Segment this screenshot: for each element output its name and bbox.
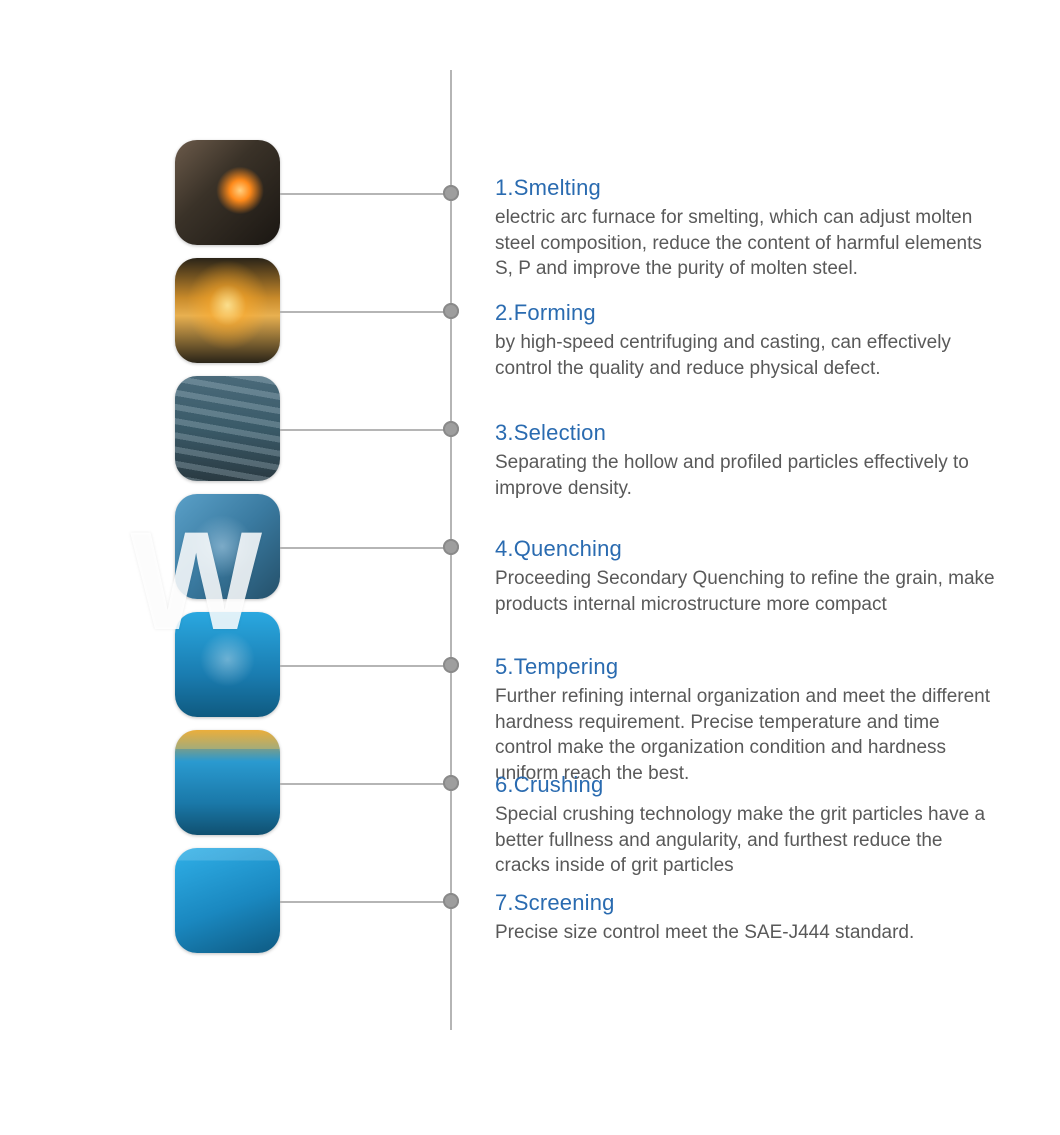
step-thumbnail-crushing bbox=[175, 730, 280, 835]
step-thumbnail-forming bbox=[175, 258, 280, 363]
step-title: 5.Tempering bbox=[495, 654, 995, 680]
thumbnail-overlay bbox=[175, 376, 280, 481]
step-thumbnail-quenching bbox=[175, 494, 280, 599]
thumbnail-overlay bbox=[175, 494, 280, 599]
step-connector bbox=[280, 783, 450, 785]
thumbnail-overlay bbox=[175, 612, 280, 717]
step-text: 1.Smelting electric arc furnace for smel… bbox=[495, 175, 995, 282]
step-description: Proceeding Secondary Quenching to refine… bbox=[495, 566, 995, 617]
step-title: 4.Quenching bbox=[495, 536, 995, 562]
step-text: 3.Selection Separating the hollow and pr… bbox=[495, 420, 995, 501]
step-text: 7.Screening Precise size control meet th… bbox=[495, 890, 995, 946]
step-title: 2.Forming bbox=[495, 300, 995, 326]
thumbnail-overlay bbox=[175, 140, 280, 245]
step-node bbox=[443, 775, 459, 791]
step-node bbox=[443, 893, 459, 909]
step-title: 3.Selection bbox=[495, 420, 995, 446]
step-node bbox=[443, 657, 459, 673]
step-title: 7.Screening bbox=[495, 890, 995, 916]
step-node bbox=[443, 421, 459, 437]
step-title: 6.Crushing bbox=[495, 772, 995, 798]
step-connector bbox=[280, 901, 450, 903]
step-description: by high-speed centrifuging and casting, … bbox=[495, 330, 995, 381]
thumbnail-overlay bbox=[175, 848, 280, 953]
step-connector bbox=[280, 193, 450, 195]
thumbnail-overlay bbox=[175, 258, 280, 363]
step-text: 5.Tempering Further refining internal or… bbox=[495, 654, 995, 787]
step-connector bbox=[280, 311, 450, 313]
step-text: 4.Quenching Proceeding Secondary Quenchi… bbox=[495, 536, 995, 617]
step-connector bbox=[280, 547, 450, 549]
step-description: electric arc furnace for smelting, which… bbox=[495, 205, 995, 282]
step-description: Separating the hollow and profiled parti… bbox=[495, 450, 995, 501]
step-node bbox=[443, 303, 459, 319]
step-description: Special crushing technology make the gri… bbox=[495, 802, 995, 879]
step-thumbnail-smelting bbox=[175, 140, 280, 245]
step-node bbox=[443, 185, 459, 201]
step-text: 2.Forming by high-speed centrifuging and… bbox=[495, 300, 995, 381]
step-title: 1.Smelting bbox=[495, 175, 995, 201]
thumbnail-overlay bbox=[175, 730, 280, 835]
step-thumbnail-screening bbox=[175, 848, 280, 953]
step-node bbox=[443, 539, 459, 555]
step-connector bbox=[280, 429, 450, 431]
step-text: 6.Crushing Special crushing technology m… bbox=[495, 772, 995, 879]
step-thumbnail-selection bbox=[175, 376, 280, 481]
step-connector bbox=[280, 665, 450, 667]
step-description: Precise size control meet the SAE-J444 s… bbox=[495, 920, 995, 946]
step-thumbnail-tempering bbox=[175, 612, 280, 717]
